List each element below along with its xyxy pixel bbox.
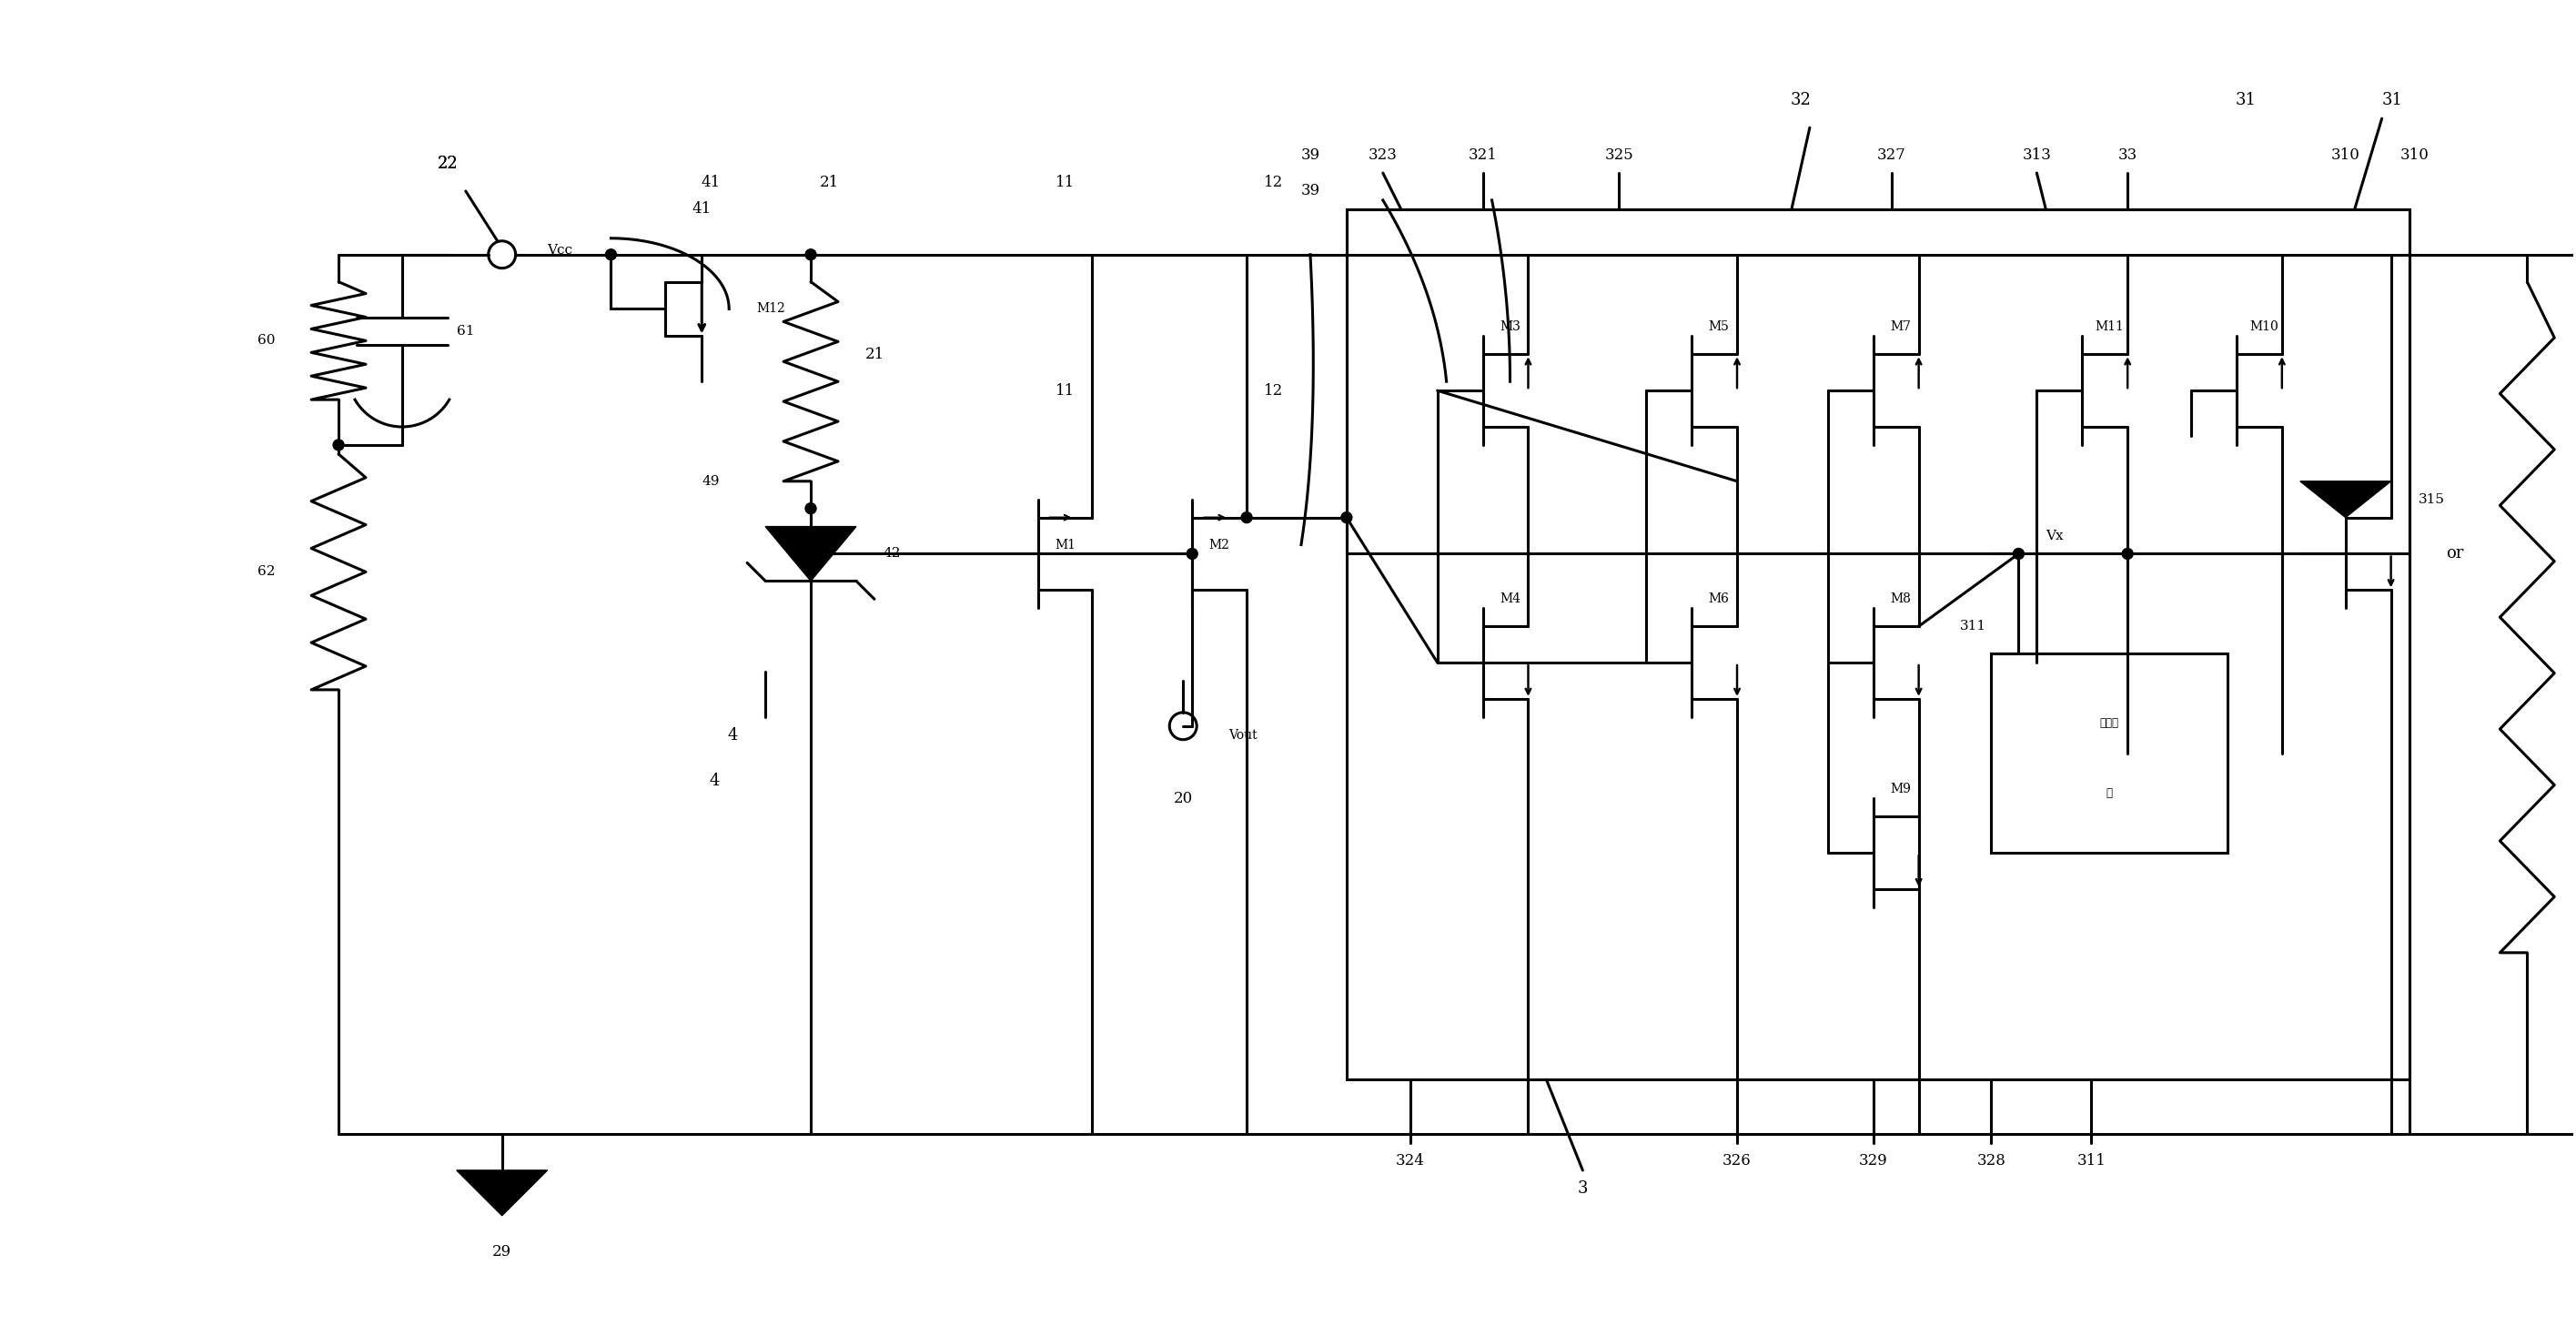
Text: 4: 4	[708, 772, 719, 788]
Text: 326: 326	[1723, 1153, 1752, 1169]
Text: 60: 60	[258, 334, 276, 347]
Text: 324: 324	[1396, 1153, 1425, 1169]
Circle shape	[2123, 548, 2133, 560]
Text: 31: 31	[2236, 92, 2257, 108]
Text: M1: M1	[1054, 538, 1077, 550]
Text: 阻: 阻	[2107, 787, 2112, 799]
Text: or: or	[2445, 545, 2463, 562]
Text: 41: 41	[693, 202, 711, 216]
Text: M5: M5	[1708, 321, 1728, 334]
Text: M8: M8	[1891, 593, 1911, 605]
Text: 32: 32	[1790, 92, 1811, 108]
Text: 328: 328	[1976, 1153, 2007, 1169]
Text: 311: 311	[2076, 1153, 2105, 1169]
Text: 329: 329	[1860, 1153, 1888, 1169]
Polygon shape	[2300, 481, 2391, 517]
Text: M7: M7	[1891, 321, 1911, 334]
Text: 元件高: 元件高	[2099, 717, 2120, 729]
Text: 321: 321	[1468, 147, 1497, 163]
Text: 4: 4	[729, 727, 739, 743]
Text: 12: 12	[1265, 174, 1283, 190]
Text: 3: 3	[1577, 1180, 1587, 1197]
Text: 20: 20	[1175, 791, 1193, 807]
Text: 310: 310	[2401, 147, 2429, 163]
Circle shape	[806, 248, 817, 261]
Text: 31: 31	[2383, 92, 2403, 108]
Text: Vout: Vout	[1229, 728, 1257, 741]
Text: 11: 11	[1056, 383, 1074, 398]
Text: 311: 311	[1960, 620, 1986, 633]
Text: M2: M2	[1208, 538, 1229, 550]
Bar	[1347, 210, 2409, 553]
Text: 33: 33	[2117, 147, 2138, 163]
Text: 12: 12	[1265, 383, 1283, 398]
Polygon shape	[456, 1170, 549, 1216]
Text: 62: 62	[258, 565, 276, 578]
Text: Vx: Vx	[2045, 529, 2063, 542]
Polygon shape	[765, 526, 855, 581]
Circle shape	[1188, 548, 1198, 560]
Bar	[1347, 210, 2409, 1079]
Text: 29: 29	[492, 1244, 513, 1260]
Text: 11: 11	[1056, 174, 1074, 190]
Circle shape	[806, 502, 817, 514]
Circle shape	[2014, 548, 2025, 560]
Text: 327: 327	[1878, 147, 1906, 163]
Text: 21: 21	[819, 174, 840, 190]
Text: 41: 41	[701, 174, 721, 190]
Text: 313: 313	[2022, 147, 2050, 163]
Text: 325: 325	[1605, 147, 1633, 163]
Text: M6: M6	[1708, 593, 1728, 605]
Text: M10: M10	[2249, 321, 2277, 334]
Text: 323: 323	[1368, 147, 1396, 163]
Circle shape	[605, 248, 616, 261]
Text: 49: 49	[703, 474, 719, 488]
Circle shape	[332, 440, 345, 450]
Text: 22: 22	[438, 156, 459, 172]
Text: M4: M4	[1499, 593, 1520, 605]
Text: Vcc: Vcc	[549, 243, 572, 257]
Text: 22: 22	[438, 156, 459, 172]
Circle shape	[1242, 512, 1252, 522]
Text: 61: 61	[456, 325, 474, 338]
Circle shape	[1342, 512, 1352, 522]
Text: M9: M9	[1891, 783, 1911, 796]
Bar	[2409, 255, 2576, 1134]
Text: M12: M12	[757, 302, 786, 315]
Text: 42: 42	[884, 548, 902, 560]
Text: 21: 21	[866, 346, 884, 362]
Text: M11: M11	[2094, 321, 2125, 334]
Text: 310: 310	[2331, 147, 2360, 163]
Text: M3: M3	[1499, 321, 1520, 334]
Text: 315: 315	[2419, 493, 2445, 506]
Bar	[1991, 653, 2228, 852]
Text: 39: 39	[1301, 147, 1319, 163]
Text: 39: 39	[1301, 183, 1319, 199]
